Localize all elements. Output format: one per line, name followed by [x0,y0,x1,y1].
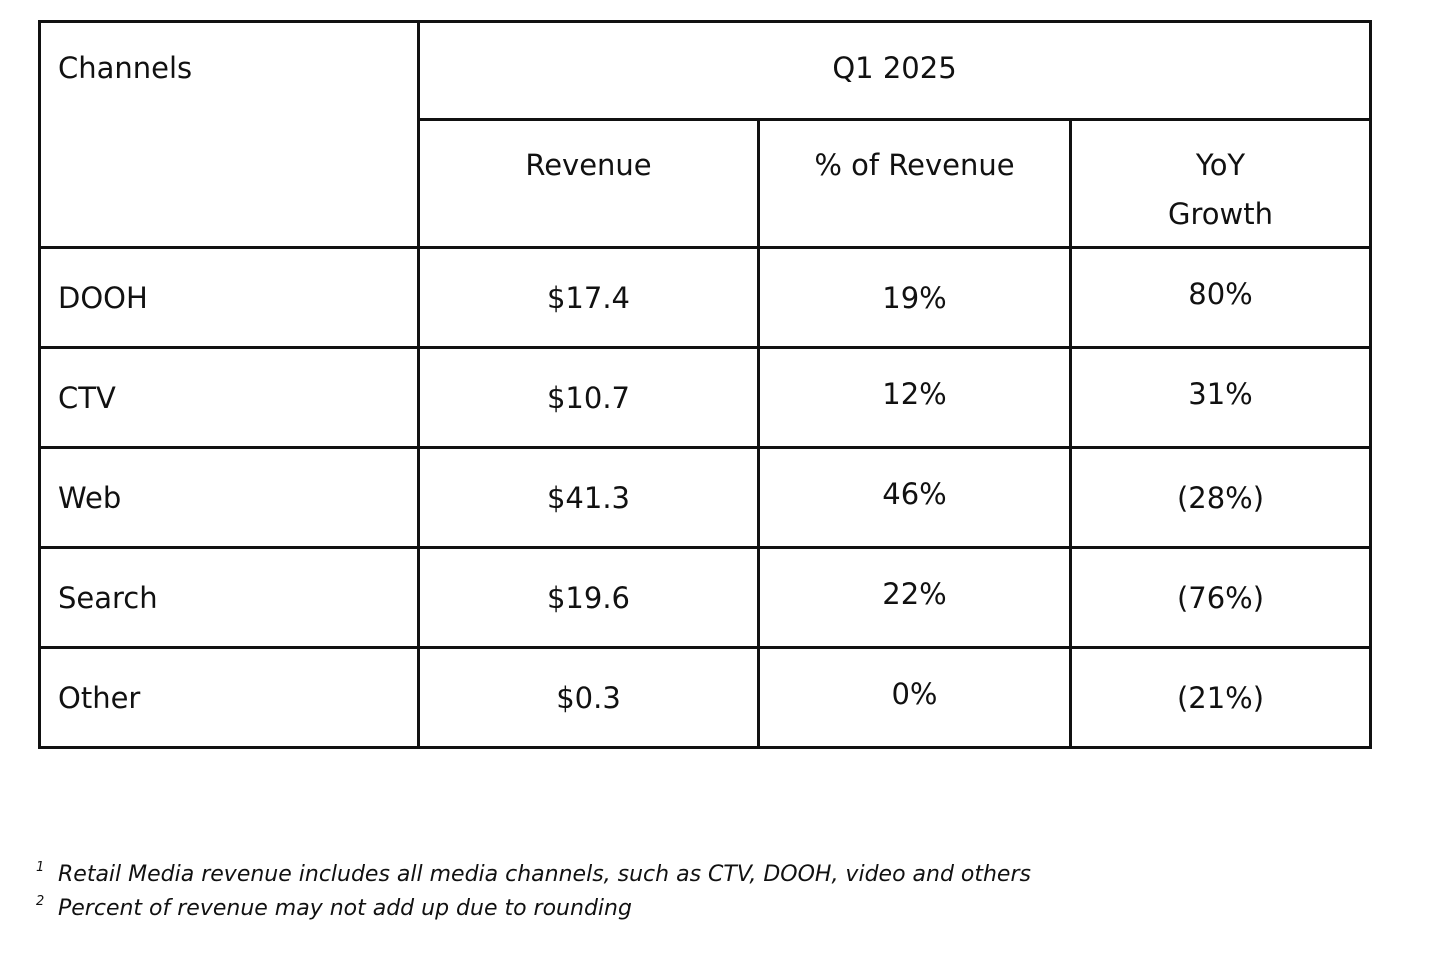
yoy-growth-cell: (76%) [1069,546,1372,649]
yoy-header-line2: Growth [1168,197,1273,231]
pct-revenue-cell: 46% [757,446,1072,549]
footnote-text: Retail Media revenue includes all media … [58,862,1031,887]
channel-cell: DOOH [38,246,420,349]
channel-cell: Web [38,446,420,549]
footnotes: 1 Retail Media revenue includes all media… [36,858,1031,926]
channel-cell: Search [38,546,420,649]
table-header-row: Channels Q1 2025 [38,20,1372,249]
revenue-cell: $17.4 [417,246,760,349]
channels-header: Channels [38,20,420,249]
revenue-cell: $0.3 [417,646,760,749]
revenue-cell: $41.3 [417,446,760,549]
revenue-cell: $19.6 [417,546,760,649]
table-row: DOOH $17.4 19% 80% [38,246,1372,349]
table-subheader-row: Revenue % of Revenue YoY Growth [40,118,1372,249]
yoy-growth-header: YoY Growth [1069,118,1372,249]
pct-revenue-cell: 12% [757,346,1072,449]
revenue-cell: $10.7 [417,346,760,449]
yoy-growth-cell: 31% [1069,346,1372,449]
table-row: Search $19.6 22% (76%) [38,546,1372,649]
pct-revenue-cell: 0% [757,646,1072,749]
revenue-header: Revenue [417,118,760,249]
table-row: CTV $10.7 12% 31% [38,346,1372,449]
footnote-2: 2 Percent of revenue may not add up due t… [36,892,1031,926]
yoy-growth-cell: 80% [1069,246,1372,349]
pct-revenue-cell: 19% [757,246,1072,349]
yoy-growth-cell: (21%) [1069,646,1372,749]
footnote-marker: 1 [36,860,45,875]
footnote-marker: 2 [36,894,45,909]
footnote-1: 1 Retail Media revenue includes all media… [36,858,1031,892]
pct-revenue-cell: 22% [757,546,1072,649]
revenue-by-channel-table: Channels Q1 2025 Revenue % of Revenue Yo… [38,20,1372,749]
pct-revenue-header: % of Revenue [757,118,1072,249]
channel-cell: Other [38,646,420,749]
footnote-text: Percent of revenue may not add up due to… [58,896,632,921]
yoy-growth-cell: (28%) [1069,446,1372,549]
yoy-header-line1: YoY [1195,148,1246,182]
table-row: Web $41.3 46% (28%) [38,446,1372,549]
table-row: Other $0.3 0% (21%) [38,646,1372,749]
channel-cell: CTV [38,346,420,449]
period-header: Q1 2025 [417,20,1372,121]
